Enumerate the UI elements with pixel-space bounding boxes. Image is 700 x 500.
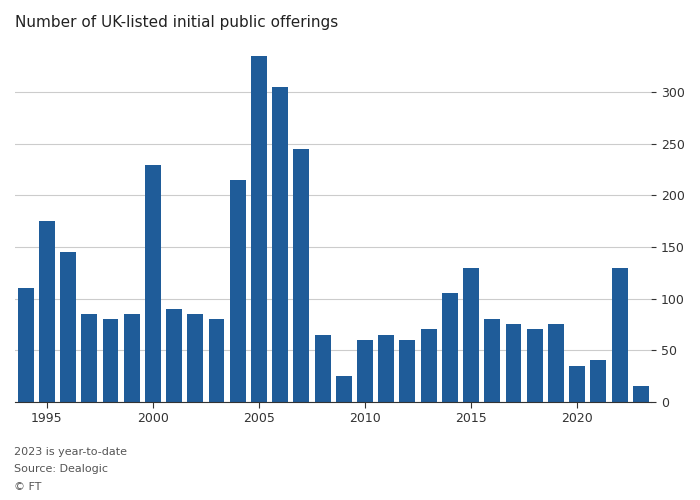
Bar — [442, 294, 458, 402]
Text: © FT: © FT — [14, 482, 41, 492]
Bar — [633, 386, 649, 402]
Bar — [527, 330, 542, 402]
Bar — [421, 330, 437, 402]
Bar — [230, 180, 246, 402]
Bar — [400, 340, 415, 402]
Bar — [102, 319, 118, 402]
Bar — [81, 314, 97, 402]
Bar — [272, 88, 288, 402]
Bar — [336, 376, 352, 402]
Bar — [505, 324, 522, 402]
Text: Number of UK-listed initial public offerings: Number of UK-listed initial public offer… — [15, 15, 338, 30]
Bar — [18, 288, 34, 402]
Bar — [590, 360, 606, 402]
Bar — [293, 149, 309, 402]
Bar — [251, 56, 267, 402]
Bar — [39, 221, 55, 402]
Bar — [209, 319, 225, 402]
Bar — [124, 314, 139, 402]
Bar — [314, 334, 330, 402]
Text: 2023 is year-to-date: 2023 is year-to-date — [14, 447, 127, 457]
Bar — [463, 268, 479, 402]
Bar — [166, 309, 182, 402]
Bar — [569, 366, 585, 402]
Bar — [188, 314, 203, 402]
Bar — [484, 319, 500, 402]
Bar — [145, 164, 161, 402]
Bar — [548, 324, 564, 402]
Bar — [357, 340, 373, 402]
Text: Source: Dealogic: Source: Dealogic — [14, 464, 108, 474]
Bar — [612, 268, 627, 402]
Bar — [60, 252, 76, 402]
Bar — [378, 334, 394, 402]
